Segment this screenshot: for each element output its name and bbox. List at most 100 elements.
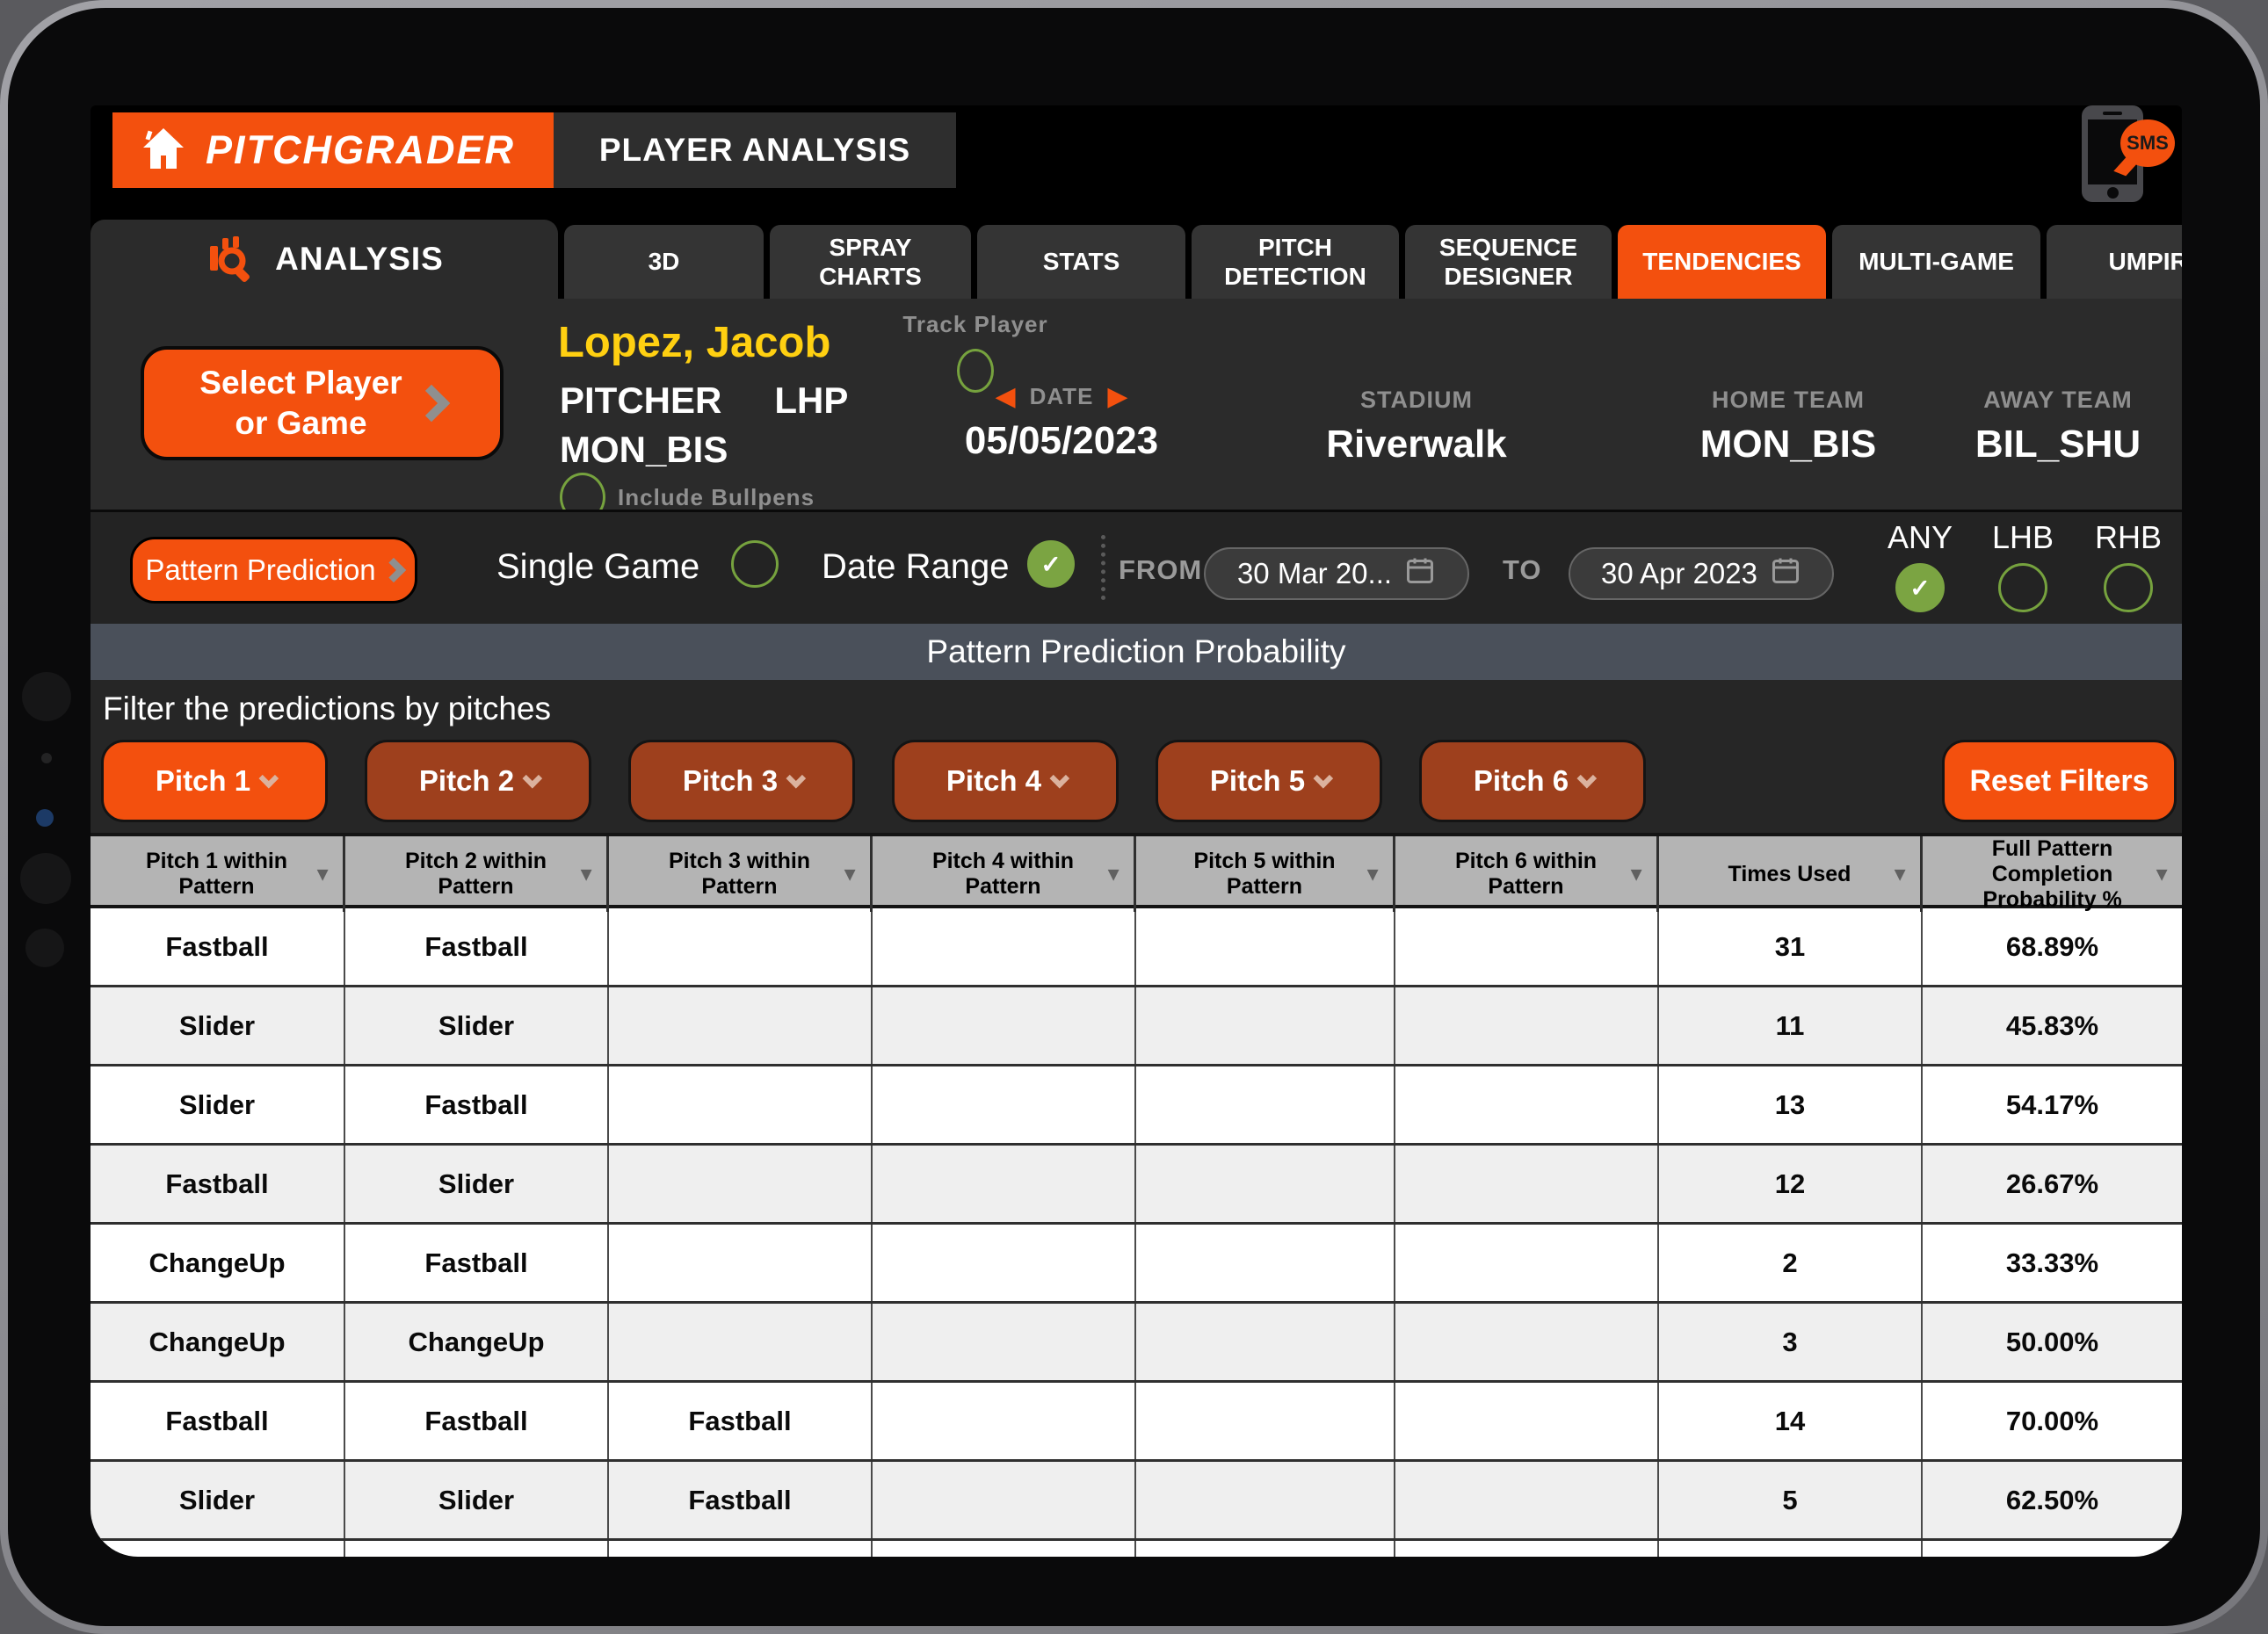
player-team: MON_BIS xyxy=(560,429,728,470)
column-header-pitch5[interactable]: Pitch 5 within Pattern ▼ xyxy=(1136,836,1395,913)
table-cell xyxy=(609,1066,873,1143)
column-header-pitch2[interactable]: Pitch 2 within Pattern ▼ xyxy=(345,836,609,913)
table-cell: 2 xyxy=(1659,1225,1923,1301)
lhb-radio[interactable] xyxy=(1998,563,2047,612)
next-date-arrow-icon[interactable]: ▶ xyxy=(1107,381,1128,411)
chevron-down-icon xyxy=(1049,768,1070,789)
sort-arrow-icon[interactable]: ▼ xyxy=(1104,863,1123,886)
table-cell: Slider xyxy=(91,987,345,1064)
pitch-2-filter-button[interactable]: Pitch 2 xyxy=(365,740,591,822)
table-cell xyxy=(1395,1066,1659,1143)
sort-arrow-icon[interactable]: ▼ xyxy=(1363,863,1382,886)
home-team-value: MON_BIS xyxy=(1699,423,1877,466)
column-header-pitch6[interactable]: Pitch 6 within Pattern ▼ xyxy=(1395,836,1659,913)
pitch-3-filter-button[interactable]: Pitch 3 xyxy=(628,740,855,822)
table-row[interactable]: Fastball Fastball Fastball 14 70.00% xyxy=(91,1383,2182,1462)
include-bullpens-label: Include Bullpens xyxy=(618,483,815,510)
sort-arrow-icon[interactable]: ▼ xyxy=(840,863,859,886)
tab-tendencies[interactable]: TENDENCIES xyxy=(1618,225,1826,299)
table-cell: Fastball xyxy=(609,1383,873,1459)
pitch-2-label: Pitch 2 xyxy=(418,764,515,797)
tab-bar: 3D SPRAY CHARTS STATS PITCH DETECTION SE… xyxy=(564,225,2182,299)
tab-multi-game[interactable]: MULTI-GAME xyxy=(1832,225,2040,299)
pattern-prediction-button[interactable]: Pattern Prediction xyxy=(130,537,417,604)
table-cell xyxy=(609,1541,873,1557)
away-team-label: AWAY TEAM xyxy=(1983,387,2133,413)
analysis-label: ANALYSIS xyxy=(275,241,444,277)
track-player-toggle[interactable]: Track Player xyxy=(883,311,1068,393)
table-cell xyxy=(609,1304,873,1380)
table-cell xyxy=(1136,1383,1395,1459)
bezel-mic-dot xyxy=(41,753,52,763)
sort-arrow-icon[interactable]: ▼ xyxy=(313,863,332,886)
handedness-any[interactable]: ANY ✓ xyxy=(1867,519,1973,612)
table-row[interactable]: Fastball Fastball 31 68.89% xyxy=(91,908,2182,987)
column-header-pitch1[interactable]: Pitch 1 within Pattern ▼ xyxy=(91,836,345,913)
table-cell: ChangeUp xyxy=(91,1225,345,1301)
table-row[interactable]: Fastball Slider 12 26.67% xyxy=(91,1146,2182,1225)
chevron-right-icon xyxy=(380,557,406,583)
tab-umpire[interactable]: UMPIRE xyxy=(2047,225,2182,299)
app-logo[interactable]: PITCHGRADER xyxy=(112,112,554,188)
chevron-down-icon xyxy=(786,768,807,789)
sort-arrow-icon[interactable]: ▼ xyxy=(1627,863,1646,886)
date-range-radio[interactable]: ✓ xyxy=(1027,540,1075,588)
pitch-5-filter-button[interactable]: Pitch 5 xyxy=(1156,740,1382,822)
bezel-camera-dot xyxy=(25,929,64,967)
rhb-radio[interactable] xyxy=(2104,563,2153,612)
away-team-info: AWAY TEAM BIL_SHU xyxy=(1926,387,2182,466)
pitch-1-label: Pitch 1 xyxy=(155,764,251,797)
handedness-rhb[interactable]: RHB xyxy=(2076,519,2181,612)
to-date-picker[interactable]: 30 Apr 2023 xyxy=(1569,547,1834,600)
table-cell xyxy=(873,987,1136,1064)
from-date-picker[interactable]: 30 Mar 20... xyxy=(1204,547,1469,600)
table-cell xyxy=(1136,1462,1395,1538)
prev-date-arrow-icon[interactable]: ◀ xyxy=(995,381,1016,411)
any-radio[interactable]: ✓ xyxy=(1895,563,1945,612)
select-player-label: Select Player or Game xyxy=(199,364,402,441)
table-cell xyxy=(873,1066,1136,1143)
table-cell xyxy=(1395,1462,1659,1538)
table-cell xyxy=(91,1541,345,1557)
sort-arrow-icon[interactable]: ▼ xyxy=(1890,863,1909,886)
sort-arrow-icon[interactable]: ▼ xyxy=(2152,863,2171,886)
table-cell xyxy=(873,908,1136,985)
pattern-probability-table: Pitch 1 within Pattern ▼ Pitch 2 within P… xyxy=(91,833,2182,1557)
track-player-checkbox[interactable] xyxy=(957,349,994,393)
table-row[interactable]: ChangeUp ChangeUp 3 50.00% xyxy=(91,1304,2182,1383)
away-team-value: BIL_SHU xyxy=(1975,423,2141,466)
single-game-radio[interactable] xyxy=(731,540,779,588)
table-cell xyxy=(1395,1304,1659,1380)
table-row[interactable]: ChangeUp Fastball 2 33.33% xyxy=(91,1225,2182,1304)
select-player-button[interactable]: Select Player or Game xyxy=(141,346,504,460)
sort-arrow-icon[interactable]: ▼ xyxy=(576,863,596,886)
tablet-bezel: PITCHGRADER PLAYER ANALYSIS SMS xyxy=(8,8,2260,1626)
table-cell xyxy=(1136,1066,1395,1143)
include-bullpens-toggle[interactable]: Include Bullpens xyxy=(560,473,815,522)
pitch-4-filter-button[interactable]: Pitch 4 xyxy=(892,740,1119,822)
column-header-probability[interactable]: Full Pattern Completion Probability % ▼ xyxy=(1923,836,2182,912)
column-header-times-used[interactable]: Times Used ▼ xyxy=(1659,836,1923,913)
handedness-lhb[interactable]: LHB xyxy=(1970,519,2076,612)
tab-stats[interactable]: STATS xyxy=(977,225,1185,299)
table-cell xyxy=(1395,1541,1659,1557)
column-header-pitch3[interactable]: Pitch 3 within Pattern ▼ xyxy=(609,836,873,913)
table-row[interactable]: Slider Fastball 13 54.17% xyxy=(91,1066,2182,1146)
tab-3d[interactable]: 3D xyxy=(564,225,764,299)
chevron-down-icon xyxy=(258,768,279,789)
pitch-6-filter-button[interactable]: Pitch 6 xyxy=(1419,740,1646,822)
table-row[interactable]: Slider Slider Fastball 5 62.50% xyxy=(91,1462,2182,1541)
sms-notification-icon[interactable]: SMS xyxy=(2073,105,2177,211)
tab-spray-charts[interactable]: SPRAY CHARTS xyxy=(770,225,971,299)
column-header-pitch4[interactable]: Pitch 4 within Pattern ▼ xyxy=(873,836,1136,913)
pitch-1-filter-button[interactable]: Pitch 1 xyxy=(101,740,328,822)
analysis-section-tab[interactable]: ANALYSIS xyxy=(91,220,558,299)
track-player-label: Track Player xyxy=(902,311,1048,337)
table-cell xyxy=(873,1462,1136,1538)
table-row[interactable]: Slider Slider 11 45.83% xyxy=(91,987,2182,1066)
reset-filters-button[interactable]: Reset Filters xyxy=(1942,740,2177,822)
to-label: TO xyxy=(1503,554,1542,585)
tab-sequence-designer[interactable]: SEQUENCE DESIGNER xyxy=(1405,225,1612,299)
tab-pitch-detection[interactable]: PITCH DETECTION xyxy=(1192,225,1399,299)
table-row-partial xyxy=(91,1541,2182,1557)
